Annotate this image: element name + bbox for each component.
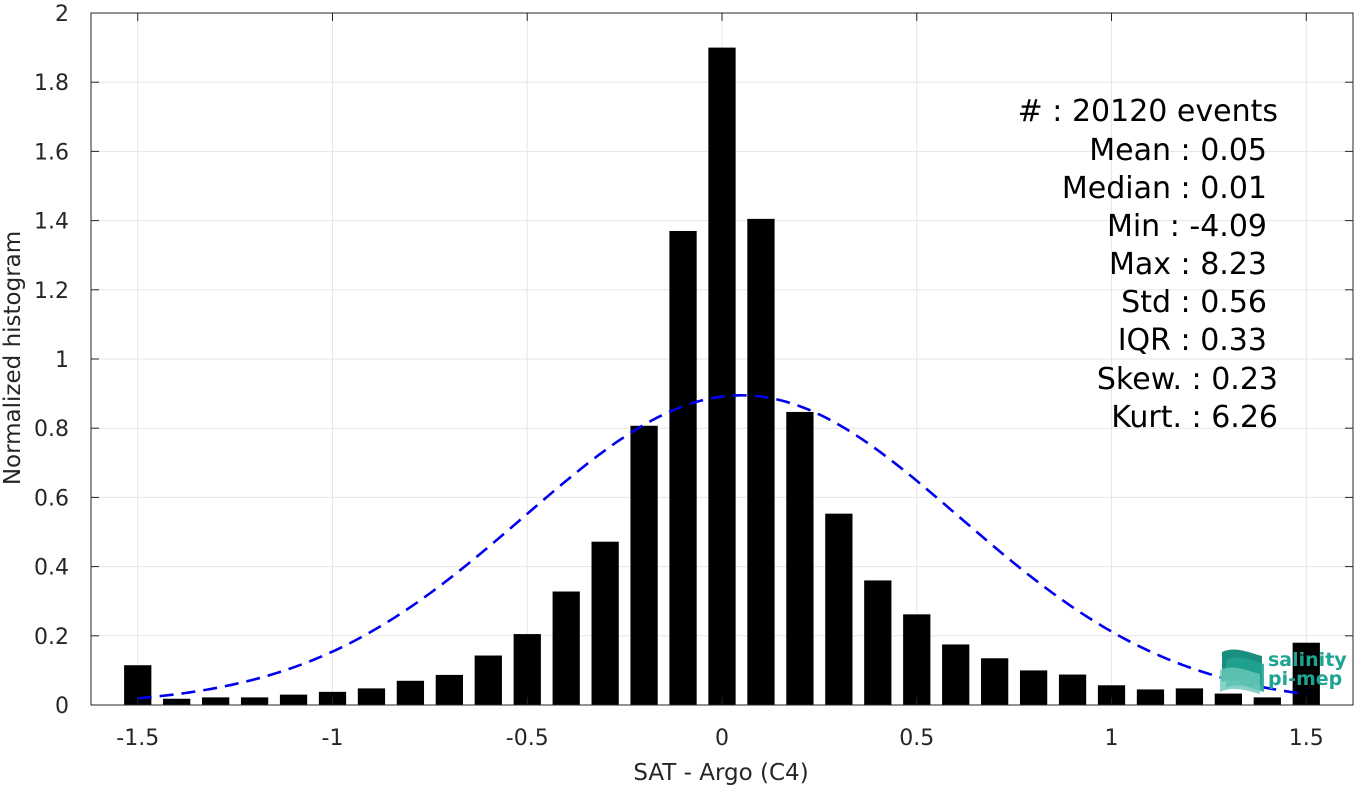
x-axis-label: SAT - Argo (C4) bbox=[633, 760, 808, 786]
stat-kurtosis: Kurt. : 6.26 bbox=[1111, 400, 1278, 435]
stat-events: # : 20120 events bbox=[1018, 94, 1278, 129]
histogram-bar bbox=[591, 541, 619, 705]
logo-line-2: pi-mep bbox=[1268, 668, 1342, 690]
x-axis-ticks: -1.5 -1 -0.5 0 0.5 1 1.5 bbox=[116, 13, 1324, 751]
histogram-bar bbox=[163, 698, 191, 705]
y-tick-label: 2 bbox=[55, 2, 69, 27]
histogram-bar bbox=[474, 655, 502, 705]
x-tick-label: -0.5 bbox=[506, 726, 549, 751]
histogram-bar bbox=[981, 658, 1009, 705]
x-tick-label: -1.5 bbox=[116, 726, 159, 751]
y-axis-ticks: 0 0.2 0.4 0.6 0.8 1 1.2 1.4 1.6 1.8 2 bbox=[34, 2, 1353, 719]
y-tick-label: 0 bbox=[55, 694, 69, 719]
histogram-bar bbox=[202, 697, 230, 705]
stat-min: Min : -4.09 bbox=[1107, 209, 1267, 244]
y-axis-label: Normalized histogram bbox=[0, 231, 26, 485]
histogram-bar bbox=[279, 694, 308, 705]
stat-mean: Mean : 0.05 bbox=[1089, 133, 1267, 168]
y-tick-label: 1.6 bbox=[34, 140, 69, 165]
y-tick-label: 0.8 bbox=[34, 417, 69, 442]
histogram-bar bbox=[1175, 688, 1204, 705]
histogram-bar bbox=[1292, 642, 1320, 705]
stat-median: Median : 0.01 bbox=[1062, 171, 1267, 206]
stats-box: # : 20120 events Mean : 0.05 Median : 0.… bbox=[1018, 94, 1278, 435]
logo-line-1: salinity bbox=[1268, 649, 1347, 671]
histogram-bar bbox=[1019, 670, 1048, 705]
histogram-bar bbox=[864, 580, 892, 705]
histogram-bar bbox=[708, 47, 736, 706]
histogram-bar bbox=[513, 634, 541, 705]
histogram-bar bbox=[1136, 689, 1165, 705]
histogram-bar bbox=[903, 614, 931, 705]
histogram-bar bbox=[552, 591, 580, 705]
stat-max: Max : 8.23 bbox=[1109, 247, 1267, 282]
salinity-pimep-logo: salinity pi-mep bbox=[1220, 649, 1347, 694]
histogram-bar bbox=[669, 230, 697, 706]
histogram-bar bbox=[825, 513, 853, 705]
x-tick-label: 0.5 bbox=[899, 726, 934, 751]
stat-iqr: IQR : 0.33 bbox=[1118, 323, 1267, 358]
y-tick-label: 0.6 bbox=[34, 486, 69, 511]
y-tick-label: 0.2 bbox=[34, 625, 69, 650]
y-tick-label: 1 bbox=[55, 348, 69, 373]
histogram-bar bbox=[396, 680, 425, 705]
x-tick-label: -1 bbox=[322, 726, 344, 751]
histogram-bar bbox=[942, 644, 970, 705]
y-tick-label: 1.4 bbox=[34, 210, 69, 235]
y-tick-label: 1.2 bbox=[34, 279, 69, 304]
histogram-bar bbox=[747, 218, 775, 705]
stat-skewness: Skew. : 0.23 bbox=[1097, 362, 1278, 397]
histogram-bar bbox=[1214, 693, 1242, 705]
histogram-bar bbox=[357, 688, 386, 705]
histogram-bar bbox=[1058, 674, 1087, 705]
x-tick-label: 1 bbox=[1105, 726, 1119, 751]
stat-std: Std : 0.56 bbox=[1121, 285, 1267, 320]
histogram-bar bbox=[1253, 697, 1281, 705]
histogram-bar bbox=[240, 697, 269, 705]
histogram-bar bbox=[786, 411, 814, 705]
x-tick-label: 0 bbox=[715, 726, 729, 751]
normal-fit-curve bbox=[137, 394, 1307, 700]
y-tick-label: 0.4 bbox=[34, 556, 69, 581]
histogram-bar bbox=[435, 674, 463, 705]
histogram-bar bbox=[1097, 685, 1126, 705]
x-tick-label: 1.5 bbox=[1289, 726, 1324, 751]
y-tick-label: 1.8 bbox=[34, 71, 69, 96]
waves-icon bbox=[1220, 649, 1264, 694]
histogram-bar bbox=[630, 425, 658, 705]
